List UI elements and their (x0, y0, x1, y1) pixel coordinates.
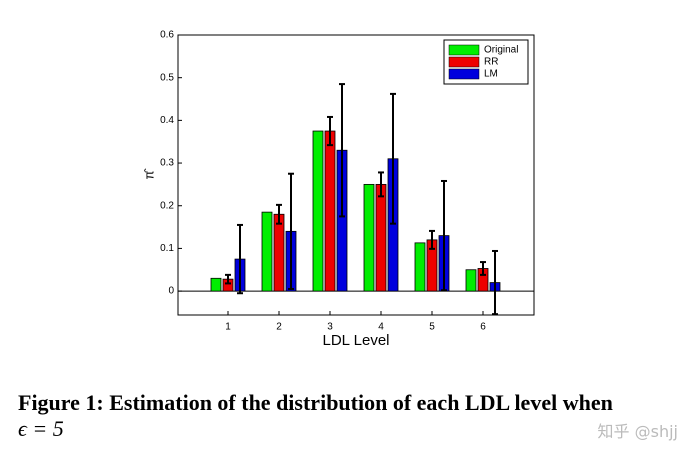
y-tick-label: 0.5 (160, 72, 174, 83)
x-tick-label: 5 (429, 322, 435, 333)
legend-swatch (448, 44, 480, 56)
legend-label: RR (484, 57, 498, 68)
caption-math: ϵ = 5 (18, 416, 64, 441)
legend-swatch (448, 56, 480, 68)
caption-label: Figure 1: (18, 390, 104, 415)
caption-text: Estimation of the distribution of each L… (109, 390, 613, 415)
bar (324, 130, 336, 292)
y-tick-label: 0.3 (160, 158, 174, 169)
y-axis-label: π̂ (141, 168, 156, 180)
plot-frame (177, 34, 535, 316)
bar (414, 242, 426, 292)
x-axis-label: LDL Level (323, 332, 390, 349)
legend-label: LM (484, 69, 498, 80)
y-tick-label: 0.2 (160, 200, 174, 211)
x-tick-label: 4 (378, 322, 384, 333)
y-tick-label: 0.4 (160, 115, 174, 126)
bar (210, 277, 222, 292)
bar (375, 183, 387, 292)
legend-swatch (448, 68, 480, 80)
legend-label: Original (484, 45, 518, 56)
x-tick-label: 6 (480, 322, 486, 333)
y-tick-label: 0 (168, 286, 174, 297)
x-tick-label: 1 (225, 322, 231, 333)
x-tick-label: 2 (276, 322, 282, 333)
caption: Figure 1: Estimation of the distribution… (18, 390, 688, 442)
bar (465, 269, 477, 292)
y-tick-label: 0.1 (160, 243, 174, 254)
bar (261, 211, 273, 292)
watermark: 知乎 @shjj (597, 422, 678, 441)
chart: LDL Level π̂ 0 0.1 0.2 0.3 0.4 0.5 0.6 1 2 3 4 5 6 Or… (141, 30, 535, 349)
bar (363, 183, 375, 292)
bar (273, 213, 285, 292)
x-tick-label: 3 (327, 322, 333, 333)
y-tick-label: 0.6 (160, 30, 174, 41)
bar (312, 130, 324, 292)
